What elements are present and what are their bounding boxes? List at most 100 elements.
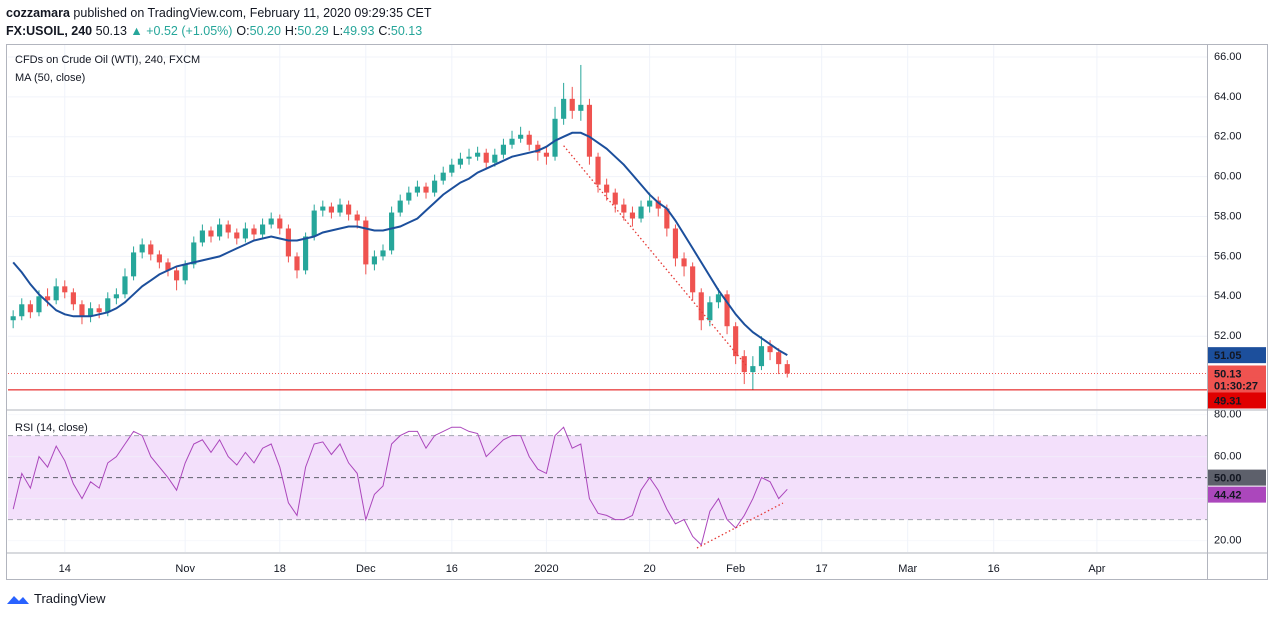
candle-body: [19, 304, 25, 317]
ohlc-value: 50.13: [390, 24, 423, 38]
y-tick-label: 58.00: [1214, 210, 1242, 222]
candle: [225, 220, 231, 239]
candle-body: [741, 356, 747, 373]
candle-body: [380, 250, 386, 257]
candle: [148, 240, 154, 261]
countdown-bg: [1208, 377, 1266, 394]
footer: TradingView: [6, 591, 106, 606]
candle: [741, 350, 747, 385]
trendline: [563, 145, 747, 366]
candle-body: [457, 158, 464, 165]
candle-body: [182, 264, 188, 281]
candle: [346, 200, 352, 221]
candle: [234, 228, 240, 245]
candle-body: [466, 156, 472, 159]
y-tick-label: 62.00: [1214, 131, 1242, 143]
candle: [629, 206, 636, 227]
ohlc-value: 50.29: [297, 24, 329, 38]
candle-body: [87, 308, 94, 317]
candle-body: [492, 154, 498, 163]
candle-body: [156, 254, 162, 263]
x-tick-label: Dec: [356, 563, 376, 575]
candle: [784, 360, 790, 378]
candle-body: [604, 184, 610, 193]
author: cozzamara: [6, 6, 70, 20]
y-tick-label: 54.00: [1214, 290, 1242, 302]
x-tick-label: Mar: [898, 563, 917, 575]
candle-body: [363, 220, 369, 265]
rsi-legend: RSI (14, close): [15, 422, 88, 434]
candle-body: [105, 298, 111, 313]
publish-line: cozzamara published on TradingView.com, …: [6, 4, 432, 22]
candle: [10, 310, 16, 329]
candle-body: [389, 212, 395, 251]
candle-body: [750, 366, 756, 373]
candle: [621, 198, 627, 221]
candle: [268, 212, 274, 229]
y-tick-label: 56.00: [1214, 250, 1242, 262]
candle-body: [294, 256, 300, 271]
x-tick-label: Nov: [175, 563, 195, 575]
candle: [363, 216, 369, 275]
midline-label: 50.00: [1214, 473, 1242, 485]
candle-body: [242, 228, 248, 239]
candle-body: [174, 270, 180, 281]
candle-body: [776, 352, 782, 365]
candle: [578, 64, 584, 121]
x-tick-label: 20: [644, 563, 656, 575]
y-tick-label: 64.00: [1214, 91, 1242, 103]
frame: [6, 44, 1268, 580]
candle-body: [707, 302, 713, 321]
x-tick-label: Apr: [1088, 563, 1105, 575]
candle: [208, 226, 214, 243]
candle: [96, 304, 102, 319]
candle: [371, 250, 377, 271]
x-tick-label: Feb: [726, 563, 745, 575]
header: cozzamara published on TradingView.com, …: [6, 4, 432, 40]
candle: [449, 158, 455, 177]
candle: [130, 246, 137, 281]
candle-body: [543, 152, 550, 157]
candle-body: [698, 292, 704, 321]
candle-body: [655, 200, 661, 209]
x-tick-label: 18: [274, 563, 286, 575]
candle: [311, 204, 317, 241]
y-tick-label: 20.00: [1214, 535, 1242, 547]
candle-body: [148, 244, 154, 255]
candle-body: [346, 204, 352, 215]
candle-body: [672, 228, 679, 259]
candle: [217, 218, 223, 241]
countdown: 01:30:27: [1214, 380, 1258, 392]
candle-body: [440, 172, 446, 181]
candle-body: [311, 210, 317, 237]
candle: [87, 302, 94, 323]
rsi-last-label: 44.42: [1214, 490, 1242, 502]
candle-body: [113, 294, 119, 299]
candle: [586, 98, 593, 165]
candle-body: [758, 346, 765, 367]
candle: [277, 214, 283, 235]
candle: [139, 238, 145, 259]
candle: [432, 174, 438, 197]
candle: [672, 224, 679, 267]
candle: [604, 178, 610, 201]
candle-body: [191, 242, 197, 265]
candle-body: [724, 294, 730, 327]
ma-last-label: 51.05: [1214, 350, 1242, 362]
candle: [406, 186, 412, 205]
brand: TradingView: [34, 591, 106, 606]
candle-body: [285, 228, 291, 257]
candle-body: [79, 304, 85, 317]
candle: [389, 206, 395, 255]
candle-body: [483, 152, 489, 163]
candle-body: [27, 304, 33, 313]
candle-body: [96, 308, 102, 313]
candle-body: [733, 326, 739, 357]
candle-body: [53, 286, 59, 301]
candle-body: [500, 144, 507, 155]
candle: [423, 182, 429, 199]
candle: [733, 322, 739, 365]
y-tick-label: 52.00: [1214, 330, 1242, 342]
change: +0.52 (+1.05%): [146, 24, 233, 38]
candle-body: [535, 144, 541, 153]
